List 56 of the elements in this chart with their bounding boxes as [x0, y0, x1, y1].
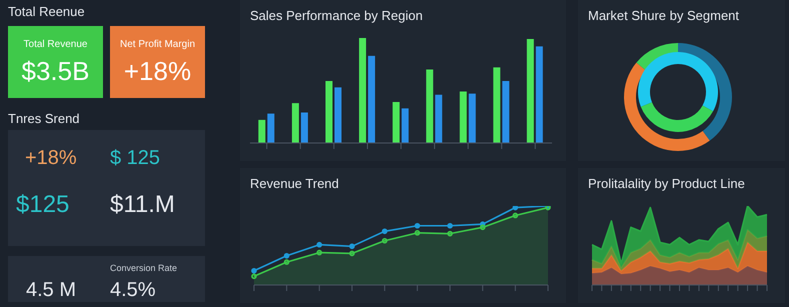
point: [414, 230, 420, 236]
bar: [300, 112, 308, 143]
chart-title: Prolitalality by Product Line: [587, 175, 746, 193]
point: [251, 274, 257, 280]
text: Total Revenue: [22, 39, 88, 50]
bar: [435, 94, 442, 143]
point: [512, 212, 518, 218]
text: Tnres Srend: [8, 111, 80, 126]
chart-title: Market Shure by Segment: [587, 7, 740, 25]
point: [447, 222, 453, 229]
bar: [368, 56, 376, 143]
text: 4.5 M: [26, 279, 76, 301]
point: [251, 268, 257, 274]
donut-slice: [640, 102, 714, 132]
point: [480, 221, 486, 227]
bar: [460, 92, 467, 143]
point: [447, 230, 453, 236]
point: [316, 242, 322, 248]
bar: [426, 70, 434, 143]
text: +18%: [122, 56, 192, 86]
bar: [392, 102, 400, 143]
text: Net Profit Margin: [118, 39, 196, 50]
bar: [502, 81, 510, 143]
bar: [359, 38, 366, 143]
bar: [326, 81, 332, 143]
point: [414, 222, 420, 229]
chart-title: Sales Performance by Region: [249, 7, 424, 25]
point: [480, 224, 486, 230]
chart-title: Revenue Trend: [249, 175, 340, 193]
bar: [493, 67, 500, 143]
bar: [536, 46, 543, 143]
donut-slice: [624, 62, 710, 151]
text: Conversion Rate: [110, 263, 178, 273]
bar: [402, 108, 409, 143]
point: [316, 250, 322, 256]
text: 4.5%: [110, 279, 156, 301]
point: [512, 206, 518, 210]
bar: [526, 39, 534, 143]
text: +18%: [25, 147, 77, 169]
point: [349, 243, 355, 250]
point: [284, 259, 290, 265]
text: $3.5B: [20, 56, 90, 86]
text: $ 125: [110, 147, 160, 169]
point: [284, 252, 290, 259]
donut-slice: [678, 43, 732, 141]
bar: [267, 114, 274, 143]
text: $11.M: [110, 191, 175, 218]
point: [382, 238, 388, 244]
point: [349, 250, 355, 256]
bar: [468, 94, 476, 143]
bar: [258, 120, 266, 143]
point: [382, 228, 388, 234]
bar: [334, 87, 342, 143]
text: Total Reenue: [8, 4, 85, 19]
text: $125: [16, 191, 70, 218]
bar: [292, 103, 299, 143]
